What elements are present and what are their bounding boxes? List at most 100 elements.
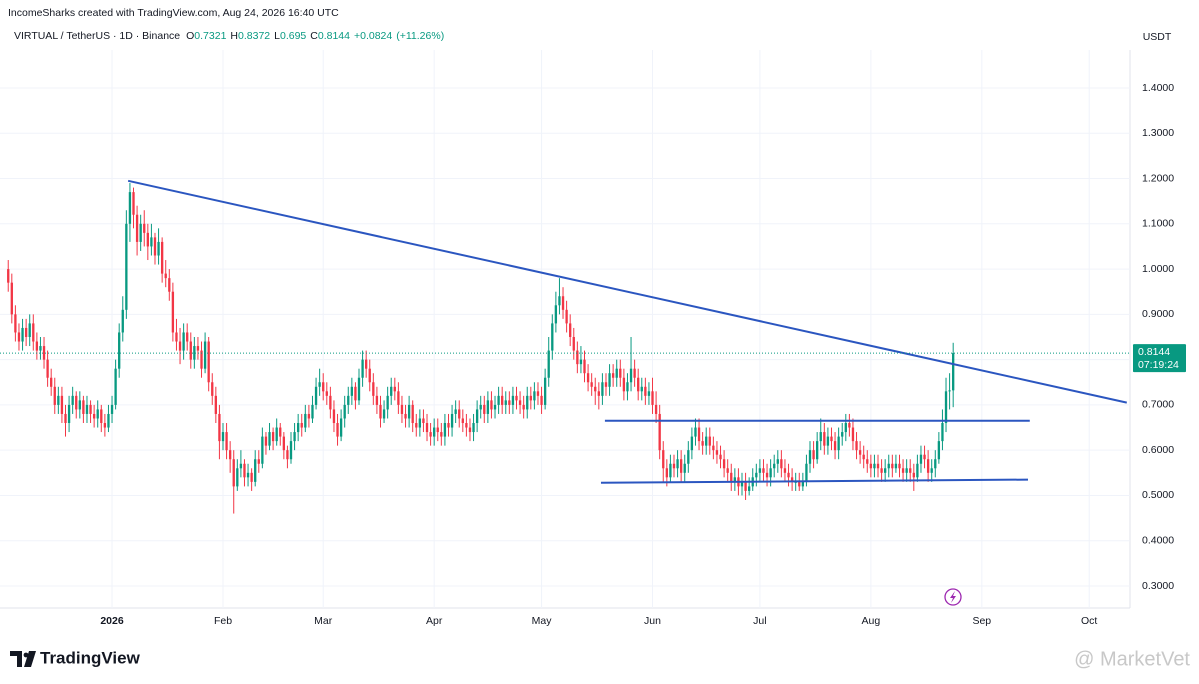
candle-body <box>887 463 890 469</box>
candle-body <box>46 359 49 378</box>
candle-body <box>583 359 586 374</box>
candle-body <box>654 404 658 414</box>
candle-body <box>436 427 439 433</box>
candle-body <box>354 386 357 401</box>
candle-body <box>848 423 851 428</box>
candle-body <box>909 468 912 473</box>
candle-body <box>271 432 275 442</box>
candle-body <box>916 463 919 478</box>
candle-body <box>361 359 364 378</box>
candle-body <box>747 486 751 491</box>
candle-body <box>669 463 672 478</box>
candle-body <box>855 441 858 451</box>
candle-body <box>418 418 422 428</box>
candle-body <box>898 463 901 469</box>
candle-body <box>382 409 386 419</box>
candle-body <box>597 391 600 396</box>
candle-body <box>672 463 676 469</box>
candle-body <box>633 368 636 378</box>
candle-body <box>640 386 643 392</box>
candle-body <box>676 459 679 469</box>
candle-body <box>475 409 479 424</box>
candle-body <box>866 459 869 464</box>
candle-body <box>876 463 880 469</box>
candle-body <box>332 409 336 424</box>
candle-body <box>228 450 232 460</box>
candle-body <box>67 404 71 424</box>
candle-body <box>547 350 550 378</box>
candle-body <box>121 309 124 333</box>
candle-body <box>869 463 873 469</box>
candle-body <box>540 395 543 405</box>
candle-body <box>286 450 289 460</box>
candle-body <box>486 400 490 414</box>
candle-body <box>576 350 579 365</box>
candle-body <box>812 450 815 460</box>
candle-body <box>53 386 56 405</box>
candle-body <box>769 468 772 478</box>
candle-body <box>533 391 536 401</box>
candle-body <box>443 423 447 437</box>
candle-body <box>10 282 13 315</box>
candle-body <box>100 409 103 424</box>
candle-body <box>214 395 217 414</box>
candle-body <box>203 341 207 369</box>
candle-body <box>586 373 590 383</box>
candle-body <box>780 459 783 469</box>
trend-line <box>127 179 1127 404</box>
candle-body <box>375 395 379 405</box>
candle-body <box>561 296 565 310</box>
candle-body <box>787 472 790 478</box>
candle-body <box>755 472 758 478</box>
candle-body <box>186 332 189 342</box>
candle-body <box>218 413 221 442</box>
candle-body <box>24 327 28 337</box>
candle-body <box>694 427 697 437</box>
candle-body <box>841 432 844 437</box>
candle-body <box>454 409 457 414</box>
candle-body <box>626 382 629 392</box>
candle-body <box>146 232 149 247</box>
candle-body <box>479 404 482 410</box>
candle-body <box>71 395 74 405</box>
candle-body <box>465 423 468 428</box>
candle-body <box>937 441 941 460</box>
candle-body <box>325 391 328 396</box>
candle-body <box>211 382 214 396</box>
candle-body <box>415 423 418 428</box>
candle-body <box>565 309 568 324</box>
candle-body <box>372 382 375 396</box>
candle-body <box>629 368 633 383</box>
candle-body <box>483 404 486 414</box>
candle-body <box>497 395 500 405</box>
candle-body <box>386 395 389 410</box>
h-value: 0.8372 <box>238 30 270 42</box>
candle-body <box>941 423 944 442</box>
candle-body <box>604 382 608 387</box>
x-tick-label: Jul <box>753 615 766 627</box>
candle-body <box>690 436 694 451</box>
candle-body <box>926 459 930 473</box>
candle-body <box>601 382 604 396</box>
y-tick-label: 0.7000 <box>1142 399 1174 411</box>
candle-body <box>705 436 708 446</box>
y-tick-label: 0.6000 <box>1142 444 1174 456</box>
candle-body <box>801 481 805 487</box>
candle-body <box>579 359 583 365</box>
candle-body <box>873 463 876 469</box>
candle-body <box>139 223 142 242</box>
candle-body <box>572 336 575 351</box>
x-tick-label: May <box>532 615 553 627</box>
candle-body <box>107 413 110 428</box>
candle-body <box>773 463 776 469</box>
candle-body <box>590 382 593 387</box>
candle-body <box>551 323 554 351</box>
candle-body <box>805 463 808 482</box>
candle-body <box>125 223 128 310</box>
candle-body <box>400 404 404 414</box>
candle-body <box>135 214 139 242</box>
candle-body <box>261 436 264 464</box>
candle-body <box>232 459 235 487</box>
candle-body <box>644 386 647 396</box>
y-tick-label: 1.1000 <box>1142 218 1174 230</box>
